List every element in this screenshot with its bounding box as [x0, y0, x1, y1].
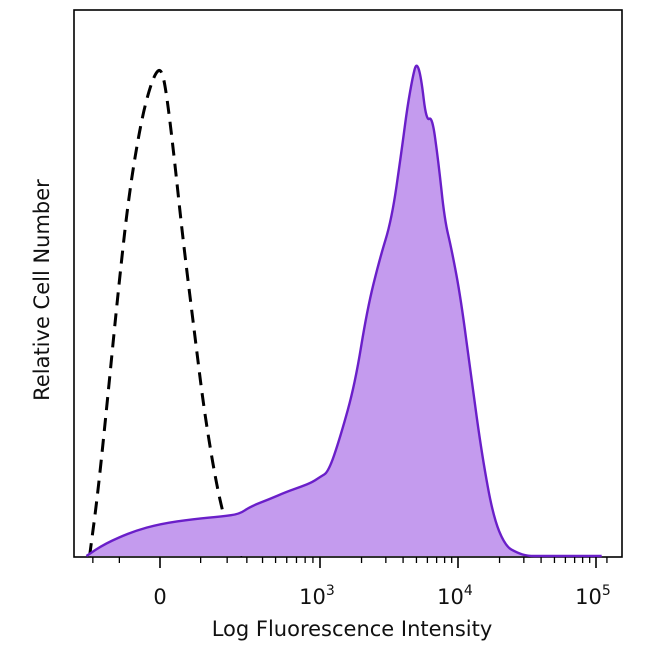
x-axis-title: Log Fluorescence Intensity: [212, 617, 493, 641]
series-1-line: [88, 68, 244, 558]
plot-frame: [73, 9, 623, 558]
x-tick-label: 105: [575, 583, 611, 609]
series-layer: [85, 64, 602, 558]
x-axis-ticks: 0 103 104 105: [92, 557, 611, 609]
x-tick-label: 103: [299, 583, 335, 609]
x-tick-label: 104: [437, 583, 473, 609]
y-axis-title: Relative Cell Number: [30, 179, 54, 401]
x-tick-label: 0: [153, 585, 166, 609]
series-2-fill: [86, 65, 602, 556]
series-2-line: [85, 64, 602, 558]
